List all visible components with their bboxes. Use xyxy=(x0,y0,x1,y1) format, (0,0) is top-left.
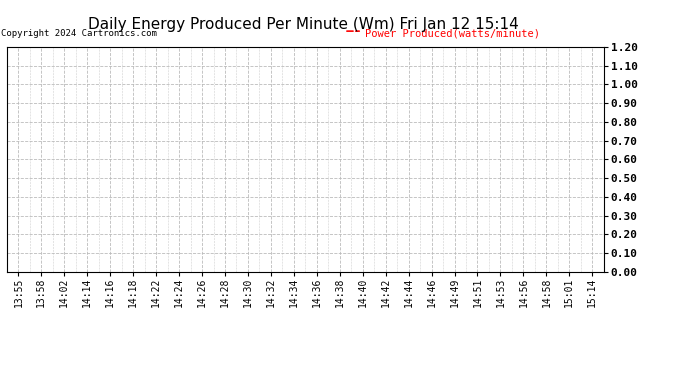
Text: Daily Energy Produced Per Minute (Wm) Fri Jan 12 15:14: Daily Energy Produced Per Minute (Wm) Fr… xyxy=(88,17,519,32)
Text: Copyright 2024 Cartronics.com: Copyright 2024 Cartronics.com xyxy=(1,29,157,38)
Text: Power Produced(watts/minute): Power Produced(watts/minute) xyxy=(365,29,540,39)
